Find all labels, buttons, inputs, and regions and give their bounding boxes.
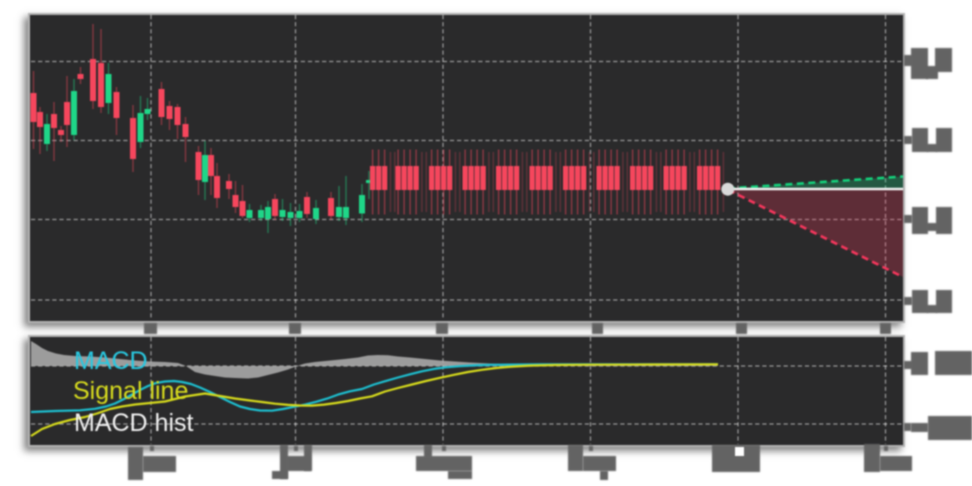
svg-text:Signal line: Signal line — [73, 377, 188, 405]
svg-text:MACD: MACD — [74, 347, 148, 375]
svg-text:MACD hist: MACD hist — [74, 409, 194, 437]
